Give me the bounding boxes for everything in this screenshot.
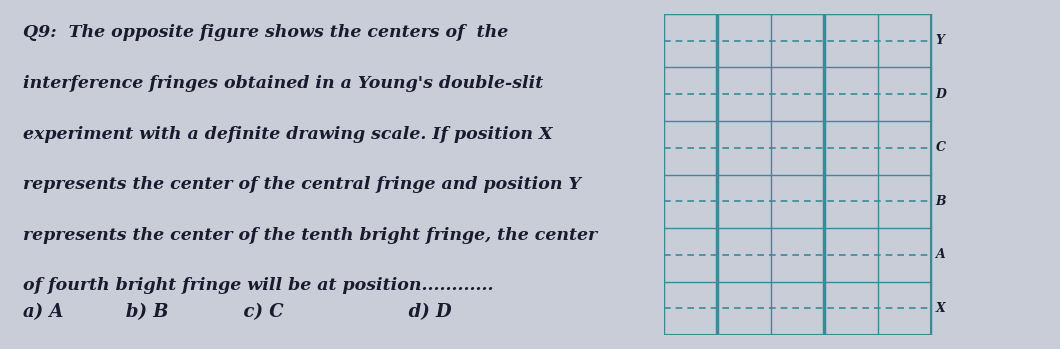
Text: B: B: [936, 195, 947, 208]
Text: of fourth bright fringe will be at position............: of fourth bright fringe will be at posit…: [23, 277, 494, 295]
Text: experiment with a definite drawing scale. If position X: experiment with a definite drawing scale…: [23, 126, 553, 143]
Text: Q9:  The opposite figure shows the centers of  the: Q9: The opposite figure shows the center…: [23, 24, 509, 42]
Text: a) A          b) B            c) C                    d) D: a) A b) B c) C d) D: [23, 303, 452, 321]
Text: D: D: [936, 88, 947, 101]
Text: represents the center of the tenth bright fringe, the center: represents the center of the tenth brigh…: [23, 227, 598, 244]
Text: A: A: [936, 248, 946, 261]
Text: represents the center of the central fringe and position Y: represents the center of the central fri…: [23, 176, 581, 193]
Text: interference fringes obtained in a Young's double-slit: interference fringes obtained in a Young…: [23, 75, 544, 92]
Text: X: X: [936, 302, 946, 315]
Text: Y: Y: [936, 34, 944, 47]
Text: C: C: [936, 141, 946, 154]
